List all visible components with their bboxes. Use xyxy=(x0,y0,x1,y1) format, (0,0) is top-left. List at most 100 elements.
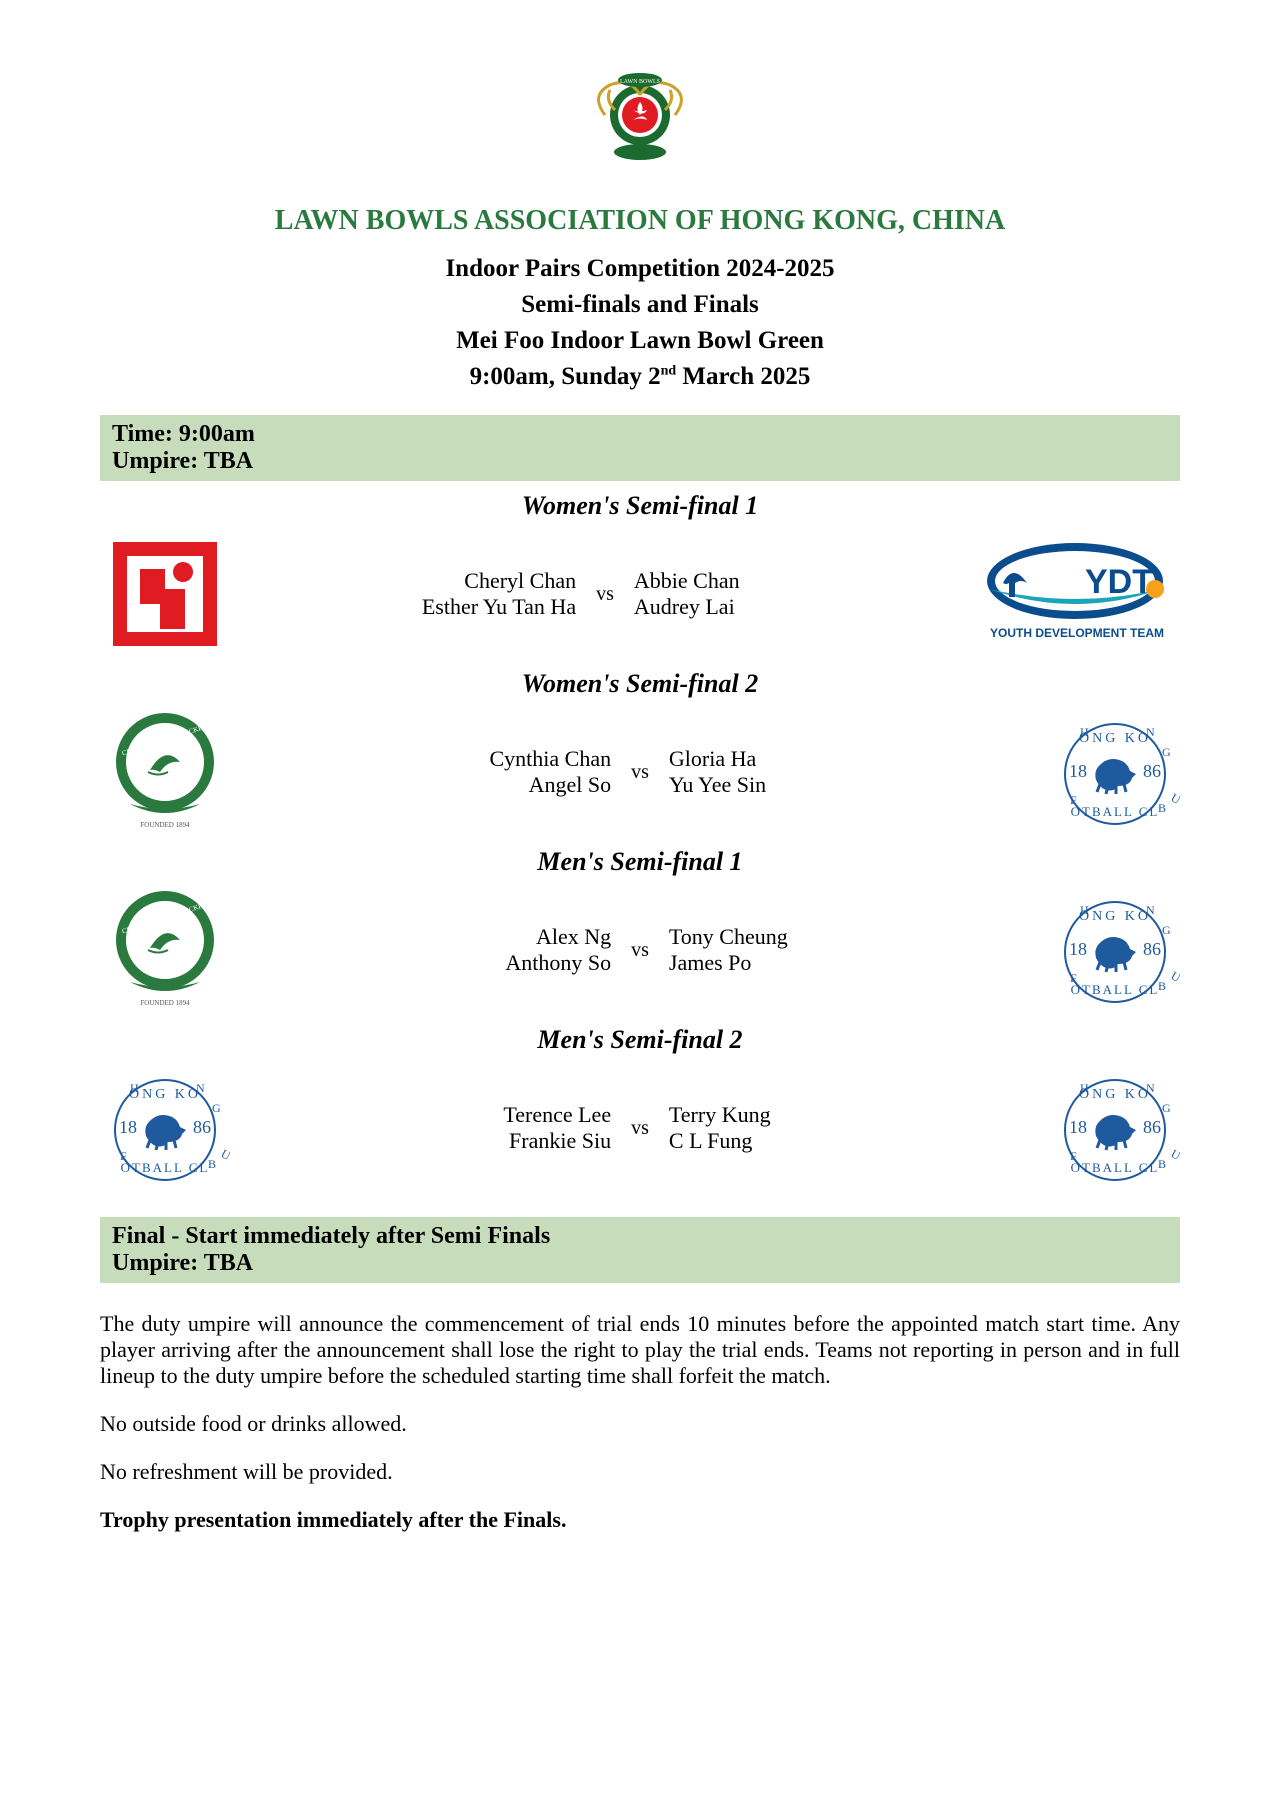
player-name: Cheryl Chan xyxy=(464,568,576,594)
session-bar-2: Final - Start immediately after Semi Fin… xyxy=(100,1217,1180,1283)
team-left: Cheryl Chan Esther Yu Tan Ha xyxy=(346,568,576,620)
note-rules: The duty umpire will announce the commen… xyxy=(100,1311,1180,1389)
match-title: Women's Semi-final 2 xyxy=(100,669,1180,699)
svg-text:ONG KO: ONG KO xyxy=(129,1087,201,1102)
svg-text:G: G xyxy=(1162,1101,1171,1115)
pairing: Cynthia Chan Angel So vs Gloria Ha Yu Ye… xyxy=(230,746,1050,798)
svg-text:LAWN BOWLS: LAWN BOWLS xyxy=(620,79,660,85)
date-ord: nd xyxy=(661,364,677,379)
player-name: Gloria Ha xyxy=(669,746,756,772)
svg-text:G: G xyxy=(1162,745,1171,759)
vs-label: vs xyxy=(596,583,614,606)
svg-text:F: F xyxy=(1070,1149,1077,1163)
note-trophy: Trophy presentation immediately after th… xyxy=(100,1507,1180,1533)
svg-text:YOUTH DEVELOPMENT TEAM: YOUTH DEVELOPMENT TEAM xyxy=(990,626,1164,640)
vs-label: vs xyxy=(631,939,649,962)
notes-section: The duty umpire will announce the commen… xyxy=(100,1311,1180,1533)
svg-text:FOUNDED 1894: FOUNDED 1894 xyxy=(140,821,190,829)
svg-text:86: 86 xyxy=(1143,761,1161,781)
team-left: Alex Ng Anthony So xyxy=(381,924,611,976)
match-title: Men's Semi-final 1 xyxy=(100,847,1180,877)
svg-text:OTBALL CL: OTBALL CL xyxy=(1071,804,1160,819)
player-name: Terence Lee xyxy=(503,1102,611,1128)
event-title: Indoor Pairs Competition 2024-2025 xyxy=(100,255,1180,283)
main-logo: LAWN BOWLS xyxy=(100,60,1180,175)
team-right: Abbie Chan Audrey Lai xyxy=(634,568,864,620)
svg-text:18: 18 xyxy=(119,1117,137,1137)
vs-label: vs xyxy=(631,761,649,784)
pairing: Terence Lee Frankie Siu vs Terry Kung C … xyxy=(230,1102,1050,1154)
svg-text:H: H xyxy=(1080,1081,1089,1095)
club-logo-right: ONG KO H N G 18 86 OTBALL CL F U B xyxy=(1050,885,1180,1015)
svg-text:86: 86 xyxy=(1143,939,1161,959)
svg-text:H: H xyxy=(130,1081,139,1095)
svg-text:G: G xyxy=(212,1101,221,1115)
club-logo-left: ONG KO H N G 18 86 OTBALL CL F U B xyxy=(100,1063,230,1193)
svg-text:YDT: YDT xyxy=(1085,563,1153,601)
umpire-label: Umpire: TBA xyxy=(112,448,1168,475)
svg-text:18: 18 xyxy=(1069,939,1087,959)
team-left: Terence Lee Frankie Siu xyxy=(381,1102,611,1154)
svg-text:G: G xyxy=(1162,923,1171,937)
final-label: Final - Start immediately after Semi Fin… xyxy=(112,1223,1168,1250)
svg-text:B: B xyxy=(1158,801,1166,815)
match-row: Cheryl Chan Esther Yu Tan Ha vs Abbie Ch… xyxy=(100,529,1180,659)
match-block: Men's Semi-final 2 ONG KO H N G 18 86 OT… xyxy=(100,1025,1180,1193)
match-block: Women's Semi-final 1 Cheryl Chan Esther … xyxy=(100,491,1180,659)
svg-text:B: B xyxy=(1158,1157,1166,1171)
match-row: CRAIGENGOWER CRICKET FOUNDED 1894 Alex N… xyxy=(100,885,1180,1015)
date-pre: 9:00am, Sunday 2 xyxy=(470,363,661,390)
svg-text:B: B xyxy=(208,1157,216,1171)
player-name: Anthony So xyxy=(505,950,611,976)
svg-text:ONG KO: ONG KO xyxy=(1079,731,1151,746)
svg-text:F: F xyxy=(120,1149,127,1163)
player-name: Cynthia Chan xyxy=(489,746,611,772)
svg-text:ONG KO: ONG KO xyxy=(1079,1087,1151,1102)
time-label: Time: 9:00am xyxy=(112,421,1168,448)
team-left: Cynthia Chan Angel So xyxy=(381,746,611,798)
svg-text:N: N xyxy=(1146,725,1155,739)
svg-text:H: H xyxy=(1080,725,1089,739)
player-name: James Po xyxy=(669,950,752,976)
svg-text:H: H xyxy=(1080,903,1089,917)
svg-text:B: B xyxy=(1158,979,1166,993)
svg-text:U: U xyxy=(1169,1146,1181,1163)
club-logo-left: CRAIGENGOWER CRICKET FOUNDED 1894 xyxy=(100,707,230,837)
note-refresh: No refreshment will be provided. xyxy=(100,1459,1180,1485)
team-right: Tony Cheung James Po xyxy=(669,924,899,976)
club-logo-right: YDT YOUTH DEVELOPMENT TEAM xyxy=(980,529,1180,659)
svg-text:ONG KO: ONG KO xyxy=(1079,909,1151,924)
svg-text:86: 86 xyxy=(193,1117,211,1137)
session-bar-1: Time: 9:00am Umpire: TBA xyxy=(100,415,1180,481)
svg-text:F: F xyxy=(1070,971,1077,985)
team-right: Gloria Ha Yu Yee Sin xyxy=(669,746,899,798)
club-logo-left xyxy=(100,529,230,659)
club-logo-right: ONG KO H N G 18 86 OTBALL CL F U B xyxy=(1050,1063,1180,1193)
match-title: Women's Semi-final 1 xyxy=(100,491,1180,521)
final-umpire-label: Umpire: TBA xyxy=(112,1250,1168,1277)
match-row: CRAIGENGOWER CRICKET FOUNDED 1894 Cynthi… xyxy=(100,707,1180,837)
match-block: Men's Semi-final 1 CRAIGENGOWER CRICKET … xyxy=(100,847,1180,1015)
venue: Mei Foo Indoor Lawn Bowl Green xyxy=(100,327,1180,355)
datetime: 9:00am, Sunday 2nd March 2025 xyxy=(100,363,1180,391)
svg-text:86: 86 xyxy=(1143,1117,1161,1137)
vs-label: vs xyxy=(631,1117,649,1140)
org-title: LAWN BOWLS ASSOCIATION OF HONG KONG, CHI… xyxy=(100,205,1180,237)
player-name: Abbie Chan xyxy=(634,568,740,594)
player-name: Frankie Siu xyxy=(509,1128,611,1154)
note-food: No outside food or drinks allowed. xyxy=(100,1411,1180,1437)
player-name: Audrey Lai xyxy=(634,594,735,620)
svg-text:18: 18 xyxy=(1069,761,1087,781)
team-right: Terry Kung C L Fung xyxy=(669,1102,899,1154)
svg-text:U: U xyxy=(1169,968,1181,985)
player-name: C L Fung xyxy=(669,1128,753,1154)
match-row: ONG KO H N G 18 86 OTBALL CL F U B Teren… xyxy=(100,1063,1180,1193)
stage-title: Semi-finals and Finals xyxy=(100,291,1180,319)
svg-text:N: N xyxy=(1146,1081,1155,1095)
player-name: Angel So xyxy=(529,772,612,798)
match-block: Women's Semi-final 2 CRAIGENGOWER CRICKE… xyxy=(100,669,1180,837)
svg-text:U: U xyxy=(219,1146,231,1163)
svg-text:N: N xyxy=(1146,903,1155,917)
match-title: Men's Semi-final 2 xyxy=(100,1025,1180,1055)
pairing: Cheryl Chan Esther Yu Tan Ha vs Abbie Ch… xyxy=(230,568,980,620)
